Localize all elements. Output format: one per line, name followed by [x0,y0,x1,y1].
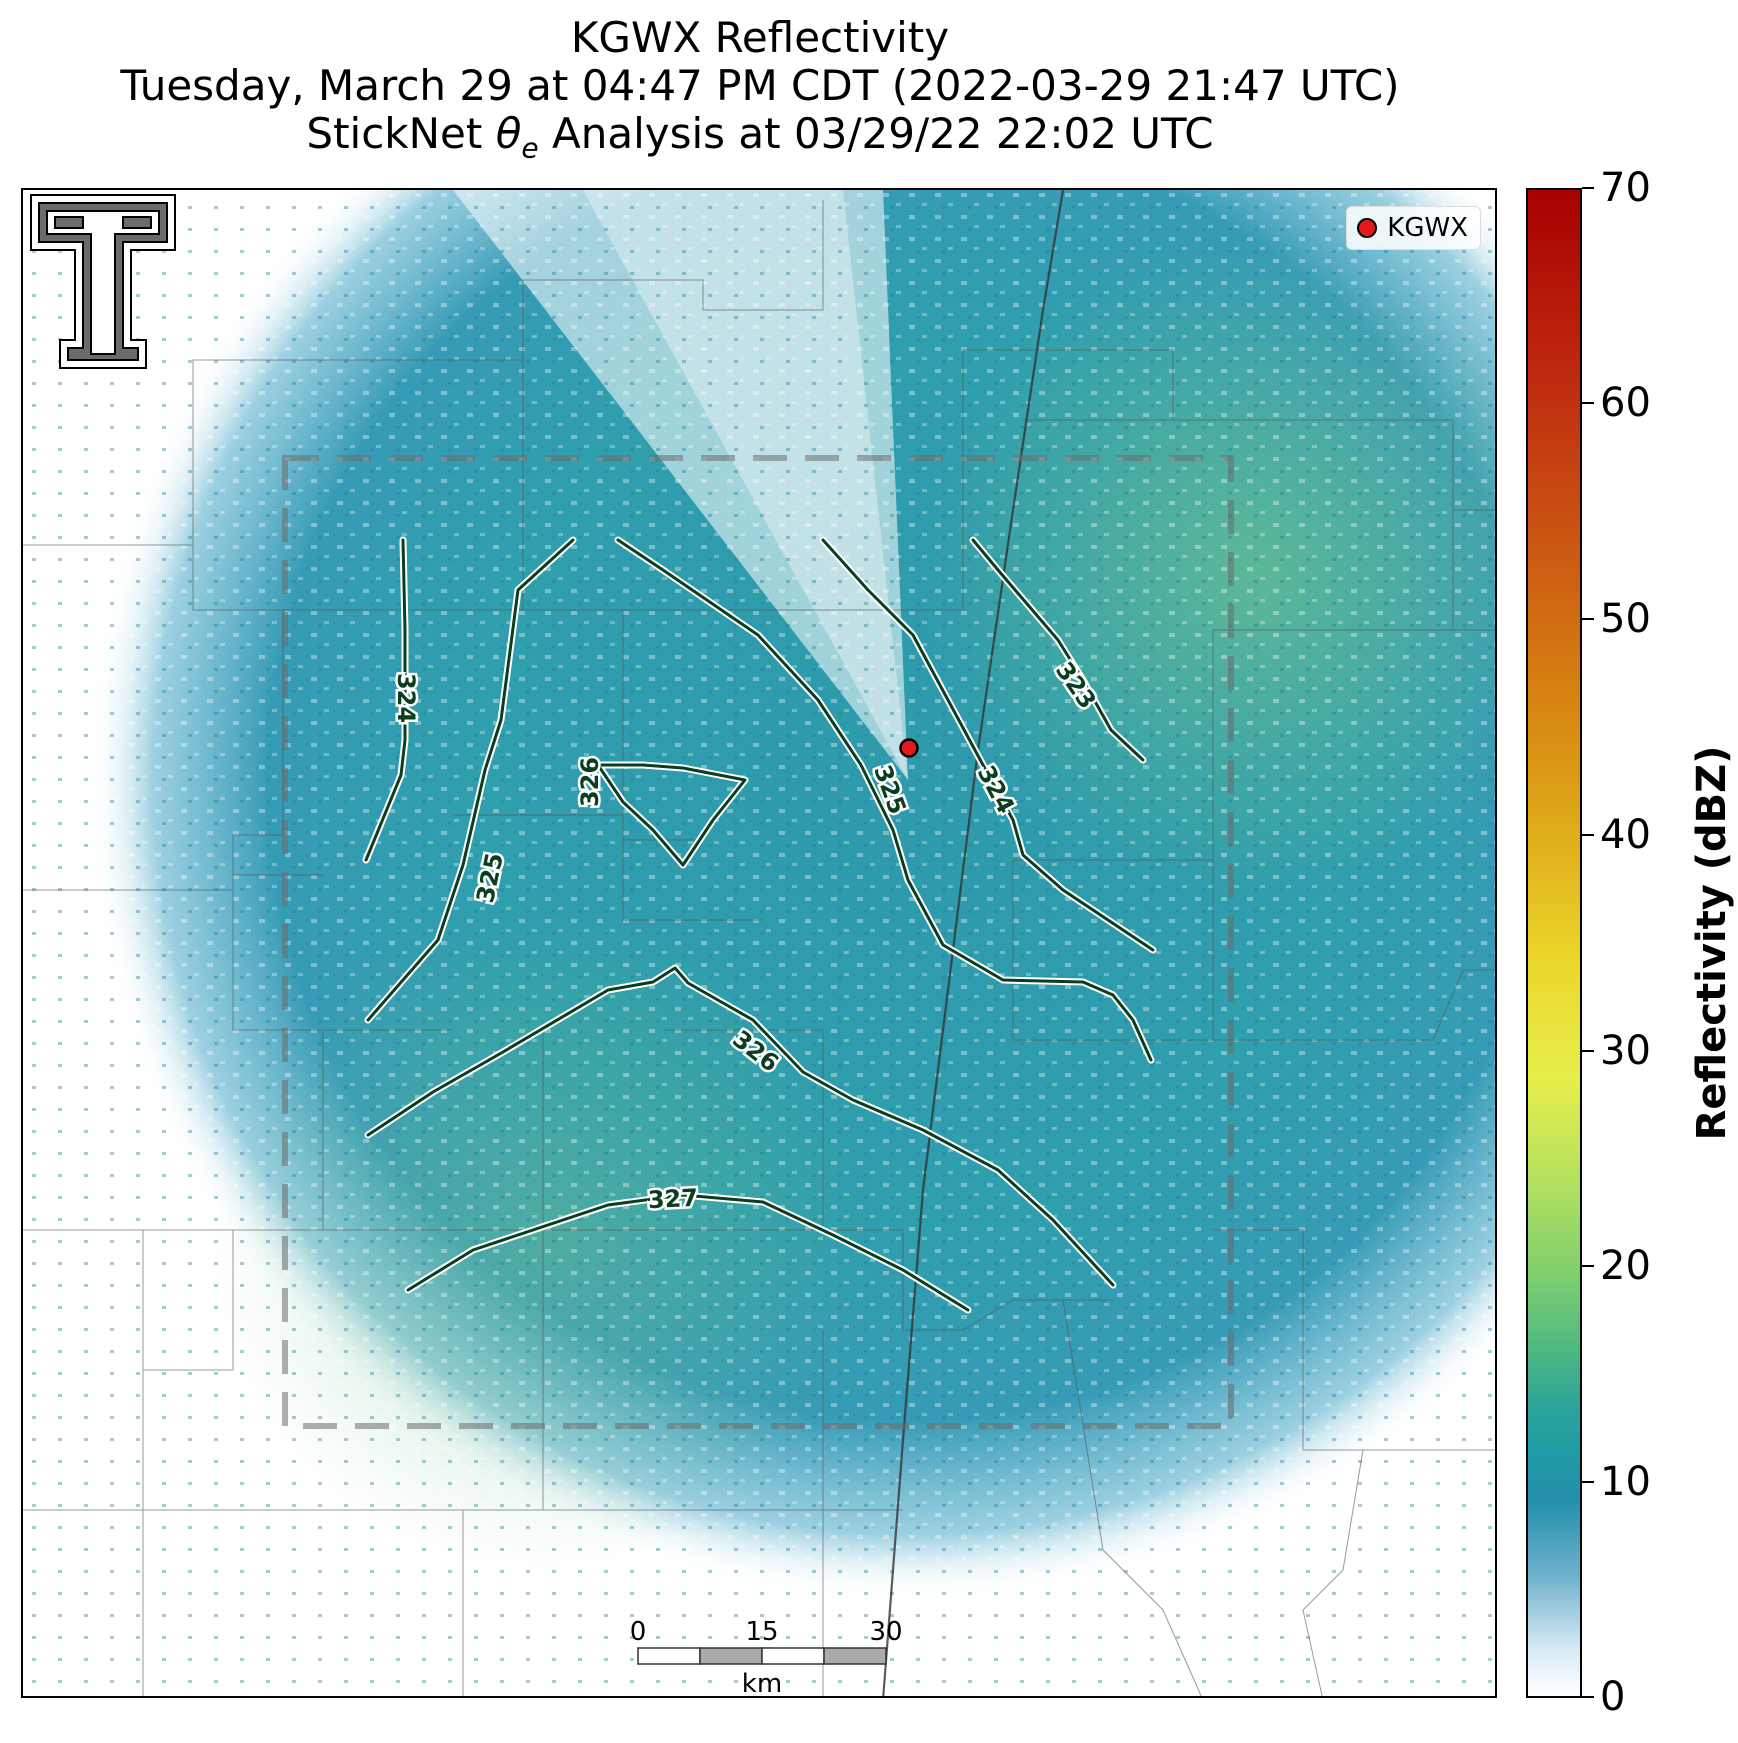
colorbar-tick-label: 10 [1600,1459,1651,1505]
reflectivity-field [23,190,1495,1696]
theta-symbol: θ [495,109,522,158]
radar-map[interactable]: 324 326 325 325 324 323 326 327 0 15 30 … [21,188,1497,1698]
kgwx-radar-marker[interactable] [899,738,919,758]
colorbar-tick [1582,834,1594,836]
colorbar-tick [1582,1050,1594,1052]
scale-unit-label: km [742,1669,782,1698]
colorbar-tick-label: 40 [1600,812,1651,858]
colorbar-label: Reflectivity (dBZ) [1689,745,1735,1141]
colorbar-tick [1582,618,1594,620]
colorbar-tick-label: 70 [1600,165,1651,211]
colorbar-tick [1582,402,1594,404]
analysis-domain-box [282,455,1234,1429]
analysis-suffix: Analysis at 03/29/22 22:02 UTC [538,109,1214,158]
map-subtitle-analysis: StickNet θe Analysis at 03/29/22 22:02 U… [0,110,1520,172]
map-title: KGWX Reflectivity [570,13,950,62]
colorbar-tick-label: 30 [1600,1028,1651,1074]
university-logo [30,194,176,369]
state-boundary-line [882,190,1065,1696]
map-legend: KGWX [1346,206,1481,250]
colorbar-tick-label: 60 [1600,380,1651,426]
theta-e-contours [362,536,1157,1314]
colorbar-tick-label: 50 [1600,596,1651,642]
contour-label: 324 [392,673,420,723]
map-subtitle-time: Tuesday, March 29 at 04:47 PM CDT (2022-… [120,61,1400,110]
theta-subscript: e [521,131,539,165]
colorbar-tick [1582,1696,1594,1698]
scale-tick-label: 15 [745,1617,778,1647]
colorbar-tick [1582,1265,1594,1267]
radar-map-canvas: 324 326 325 325 324 323 326 327 0 15 30 … [23,190,1495,1698]
scale-tick-label: 30 [869,1617,902,1647]
scale-bar: 0 15 30 km [630,1617,903,1698]
colorbar-tick [1582,1481,1594,1483]
colorbar-tick-label: 0 [1600,1674,1626,1720]
analysis-prefix: StickNet [306,109,496,158]
colorbar-tick-label: 20 [1600,1243,1651,1289]
legend-label: KGWX [1387,213,1468,243]
colorbar-tick [1582,187,1594,189]
contour-label: 327 [647,1184,699,1215]
contour-label: 326 [576,757,604,807]
reflectivity-colorbar [1526,188,1582,1698]
radar-site-legend-marker [1357,218,1378,238]
scale-tick-label: 0 [630,1617,647,1647]
